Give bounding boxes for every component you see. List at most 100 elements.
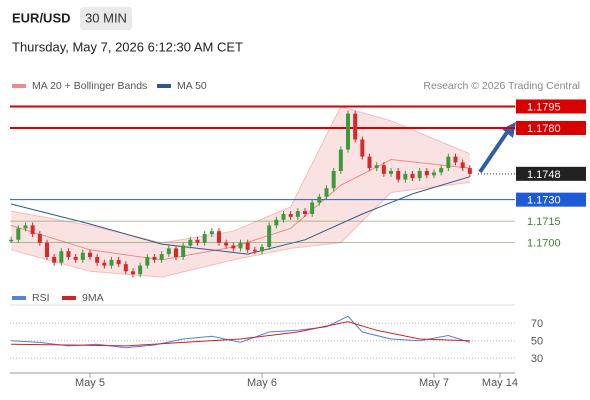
- candle: [202, 234, 207, 243]
- candle: [439, 168, 444, 173]
- candle: [66, 251, 71, 257]
- candle: [410, 173, 415, 179]
- candle: [181, 245, 186, 257]
- candle: [295, 211, 300, 217]
- legend-label: MA 20 + Bollinger Bands: [32, 80, 147, 92]
- arrow-head: [502, 122, 516, 138]
- candle: [331, 170, 336, 189]
- candle: [44, 242, 49, 257]
- candle: [23, 225, 28, 229]
- candle: [417, 170, 422, 179]
- candle: [102, 262, 107, 266]
- legend-label: RSI: [32, 292, 50, 304]
- level-box: [516, 120, 586, 135]
- candle: [238, 242, 243, 249]
- ma-line: [10, 158, 470, 261]
- y-tick-label: 70: [531, 318, 543, 330]
- candle: [195, 239, 200, 243]
- candle: [87, 252, 92, 257]
- candle: [145, 256, 150, 266]
- candle: [59, 251, 64, 263]
- timeframe[interactable]: 30 MIN: [85, 10, 127, 25]
- candle: [374, 165, 379, 169]
- candle: [231, 245, 236, 249]
- credit: Research © 2026 Trading Central: [423, 80, 580, 92]
- candle: [166, 248, 171, 255]
- timeframe-box[interactable]: [80, 7, 132, 30]
- candle: [130, 271, 135, 275]
- y-tick-label: 50: [531, 336, 543, 348]
- candle: [389, 170, 394, 174]
- level-label: 1.1748: [527, 169, 561, 181]
- candle: [353, 113, 358, 140]
- level-box: [516, 166, 586, 181]
- datetime: Thursday, May 7, 2026 6:12:30 AM CET: [12, 39, 243, 54]
- candle: [95, 256, 100, 263]
- y-tick-label: 30: [531, 353, 543, 365]
- candle: [16, 228, 21, 240]
- legend-label: MA 50: [177, 80, 207, 92]
- indicator-line: [11, 321, 470, 347]
- symbol: EUR/USD: [12, 10, 71, 25]
- legend-swatch: [12, 84, 26, 88]
- candle: [467, 168, 472, 174]
- candle: [52, 256, 57, 263]
- candle: [396, 170, 401, 180]
- x-tick-label: May 5: [75, 377, 105, 389]
- candle: [30, 225, 35, 235]
- legend-swatch: [62, 296, 76, 300]
- candle: [360, 139, 365, 157]
- candle: [267, 225, 272, 247]
- level-label: 1.1730: [527, 195, 561, 207]
- ma-line: [10, 176, 470, 255]
- legend-swatch: [12, 296, 26, 300]
- candle: [80, 252, 85, 260]
- level-box: [516, 99, 586, 114]
- candle: [152, 256, 157, 260]
- candle: [310, 202, 315, 214]
- candle: [453, 156, 458, 163]
- candle: [424, 170, 429, 176]
- candle: [209, 231, 214, 235]
- projection-arrow: [478, 126, 512, 174]
- candle: [159, 254, 164, 260]
- candle: [274, 219, 279, 226]
- candle: [252, 249, 257, 252]
- candle: [245, 242, 250, 250]
- candle: [324, 188, 329, 197]
- candle: [259, 246, 264, 252]
- candle: [381, 165, 386, 174]
- candle: [173, 248, 178, 257]
- candle: [367, 156, 372, 169]
- x-tick-label: May 7: [419, 377, 449, 389]
- candle: [460, 162, 465, 169]
- candle: [73, 256, 78, 260]
- candle: [37, 234, 42, 243]
- candle: [138, 265, 143, 275]
- candle: [9, 239, 14, 242]
- legend-label: 9MA: [82, 292, 104, 304]
- candle: [403, 173, 408, 180]
- level-label: 1.1795: [527, 101, 561, 113]
- level-box: [516, 192, 586, 207]
- candle: [303, 211, 308, 214]
- candle: [317, 196, 322, 203]
- legend-swatch: [157, 84, 171, 88]
- candle: [216, 231, 221, 243]
- level-label: 1.1715: [527, 216, 561, 228]
- band-upper: [11, 105, 470, 244]
- candle: [446, 156, 451, 169]
- candle: [281, 213, 286, 220]
- level-label: 1.1780: [527, 123, 561, 135]
- candle: [288, 213, 293, 217]
- candle: [123, 264, 128, 272]
- x-tick-label: May 14: [482, 377, 518, 389]
- level-label: 1.1700: [527, 238, 561, 250]
- candle: [109, 259, 114, 266]
- candle: [188, 239, 193, 246]
- candle: [224, 242, 229, 246]
- candle: [338, 149, 343, 171]
- x-tick-label: May 6: [247, 377, 277, 389]
